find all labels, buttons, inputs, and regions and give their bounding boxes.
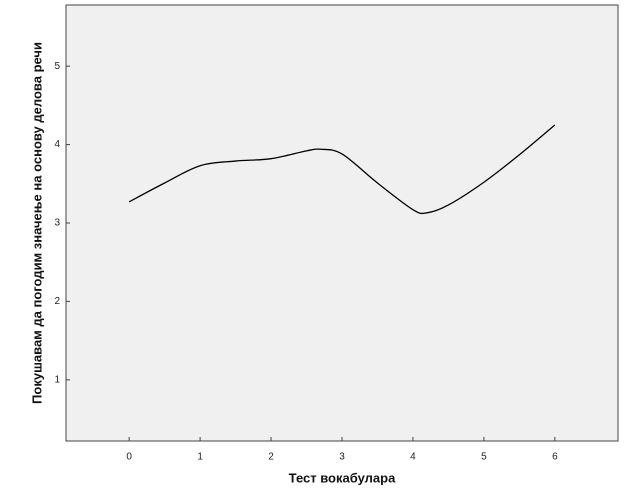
y-tick-label: 1 [54,374,60,385]
x-tick-label: 3 [339,452,345,463]
x-tick-label: 6 [552,452,558,463]
line [128,124,556,215]
y-axis-title: Покушавам да погодим значење на основу д… [29,42,44,404]
x-tick-label: 0 [126,452,132,463]
x-tick-label: 4 [410,452,416,463]
y-tick-label: 4 [54,139,60,150]
x-tick-label: 5 [481,452,487,463]
x-tick-label: 1 [197,452,203,463]
y-tick-label: 5 [54,61,60,72]
x-tick-label: 2 [268,452,274,463]
y-tick-label: 2 [54,296,60,307]
plot-area [65,4,619,442]
x-axis-title: Тест вокабулара [289,470,396,485]
y-tick-label: 3 [54,218,60,229]
